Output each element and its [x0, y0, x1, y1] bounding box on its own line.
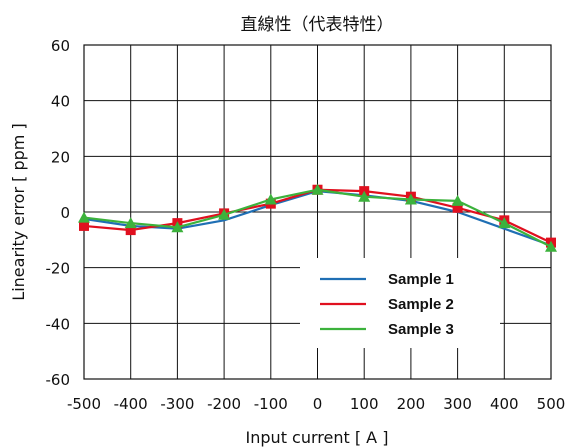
- y-axis-label: Linearity error [ ppm ]: [9, 123, 28, 300]
- legend-label: Sample 2: [388, 296, 454, 313]
- data-point: [264, 193, 277, 205]
- legend-item: Sample 1: [320, 271, 454, 288]
- y-tick-label: 40: [51, 93, 70, 111]
- data-point: [498, 217, 511, 229]
- data-point: [451, 194, 464, 206]
- x-tick-label: -300: [160, 395, 194, 413]
- data-point: [78, 211, 90, 223]
- chart-title: 直線性（代表特性）: [241, 15, 394, 35]
- x-tick-label: 500: [537, 395, 566, 413]
- series-layer: [78, 183, 557, 252]
- y-tick-label: 20: [51, 148, 70, 166]
- data-point: [452, 202, 463, 213]
- data-point: [124, 217, 137, 229]
- y-tick-label: -40: [46, 315, 71, 333]
- data-point: [79, 220, 89, 231]
- x-tick-label: -200: [207, 395, 241, 413]
- x-tick-label: -400: [114, 395, 148, 413]
- x-tick-label: -100: [254, 395, 288, 413]
- legend-item: Sample 3: [320, 321, 454, 338]
- x-tick-label: 400: [490, 395, 519, 413]
- y-tick-label: 60: [51, 37, 70, 55]
- x-tick-labels: -500 -400 -300 -200 -100 0 100 200 300 400 500: [67, 395, 565, 413]
- x-tick-label: -500: [67, 395, 101, 413]
- data-point: [404, 193, 417, 205]
- x-tick-label: 300: [443, 395, 472, 413]
- x-tick-label: 100: [350, 395, 379, 413]
- data-point: [311, 183, 324, 195]
- y-tick-label: -20: [46, 260, 71, 278]
- series-sample-3: [78, 183, 557, 252]
- x-axis-label: Input current [ A ]: [246, 428, 389, 447]
- legend-item: Sample 2: [320, 296, 454, 313]
- data-point: [218, 208, 231, 220]
- x-tick-label: 0: [313, 395, 323, 413]
- y-tick-label: -60: [46, 371, 71, 389]
- data-point: [171, 221, 184, 233]
- legend-label: Sample 3: [388, 321, 454, 338]
- y-tick-label: 0: [60, 204, 70, 222]
- legend: Sample 1 Sample 2 Sample 3: [320, 271, 454, 338]
- data-point: [545, 240, 557, 252]
- legend-label: Sample 1: [388, 271, 454, 288]
- data-point: [125, 225, 136, 236]
- data-point: [358, 190, 371, 202]
- y-tick-labels: -60 -40 -20 0 20 40 60: [46, 37, 71, 389]
- x-tick-label: 200: [397, 395, 426, 413]
